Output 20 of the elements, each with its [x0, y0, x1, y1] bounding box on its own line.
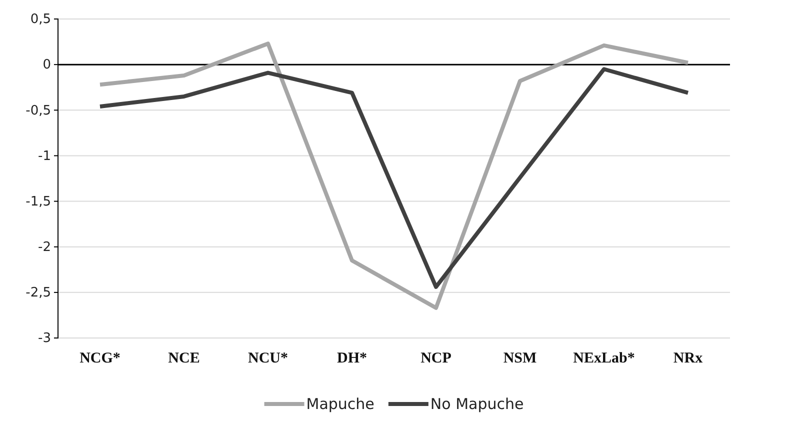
y-tick-label: 0,5	[30, 12, 51, 28]
legend-label: No Mapuche	[430, 395, 524, 413]
x-tick-label: NSM	[503, 350, 537, 367]
line-series	[98, 42, 690, 310]
x-tick-label: NCG*	[80, 350, 120, 367]
x-tick-label: NCU*	[248, 350, 288, 367]
y-tick-label: -2	[38, 240, 51, 256]
y-tick-label: -1	[38, 148, 51, 164]
x-tick-label: NCP	[420, 350, 452, 367]
x-tick-label: NRx	[673, 350, 704, 367]
line-series	[98, 67, 690, 289]
y-tick-label: -1,5	[26, 194, 51, 210]
y-tick-label: -3	[38, 331, 51, 346]
x-tick-label: DH*	[337, 350, 367, 367]
x-tick-label: NExLab*	[573, 350, 635, 367]
x-tick-label: NCE	[168, 350, 200, 367]
y-tick-label: 0	[42, 58, 51, 73]
legend-label: Mapuche	[306, 395, 374, 413]
y-tick-label: -0,5	[26, 103, 51, 118]
y-tick-label: -2,5	[26, 286, 51, 301]
